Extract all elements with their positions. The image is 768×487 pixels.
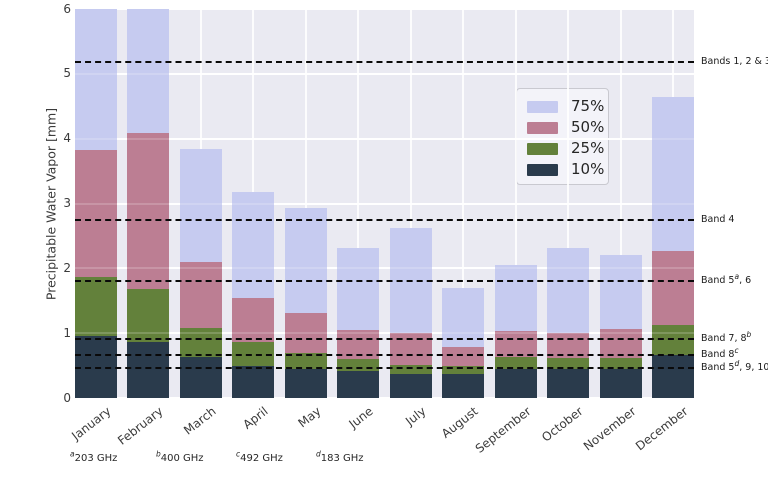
band-line-band-5-d-9-10 xyxy=(75,366,694,369)
plot-area xyxy=(75,9,694,398)
grid-line-h-over-2 xyxy=(75,267,694,270)
legend-row-10: 10% xyxy=(527,161,604,178)
x-tick-label-june: June xyxy=(346,404,376,432)
bar-october-10 xyxy=(547,369,590,398)
legend-swatch-50 xyxy=(527,121,558,134)
bar-march-10 xyxy=(179,357,222,398)
bar-december-10 xyxy=(652,354,694,398)
footnote-a: a203 GHz xyxy=(70,449,118,464)
x-tick-label-august: August xyxy=(439,404,481,441)
band-line-label-band-4: Band 4 xyxy=(701,213,735,225)
legend-label-75: 75% xyxy=(571,97,605,115)
band-line-band-7-8-b xyxy=(75,338,694,340)
x-tick-label-july: July xyxy=(402,404,429,429)
grid-line-h-5 xyxy=(75,72,694,75)
bar-august-10 xyxy=(442,374,485,398)
x-tick-label-february: February xyxy=(115,404,167,448)
band-line-band-4 xyxy=(75,218,694,221)
grid-line-h-2 xyxy=(75,267,694,270)
band-line-band-5-a-6 xyxy=(75,280,694,283)
y-tick-label-5: 5 xyxy=(63,66,71,81)
legend-row-25: 25% xyxy=(527,140,604,157)
x-tick-label-may: May xyxy=(295,404,324,431)
bar-november-10 xyxy=(599,368,642,398)
grid-line-h-3 xyxy=(75,202,694,205)
grid-line-h-1 xyxy=(75,332,694,335)
band-line-label-band-8-c: Band 8c xyxy=(701,346,739,361)
x-tick-label-september: September xyxy=(472,404,534,456)
grid-line-h-over-5 xyxy=(75,72,694,75)
y-tick-label-6: 6 xyxy=(63,1,71,16)
grid-line-h-over-1 xyxy=(75,332,694,335)
x-tick-label-december: December xyxy=(632,404,691,454)
footnote-c: c492 GHz xyxy=(236,449,283,464)
bar-may-10 xyxy=(284,368,327,398)
bar-june-10 xyxy=(337,371,380,398)
legend-row-50: 50% xyxy=(527,119,604,136)
bar-july-10 xyxy=(389,374,432,398)
bar-september-10 xyxy=(494,368,537,398)
legend-swatch-75 xyxy=(527,100,558,113)
band-line-label-band-5-a-6: Band 5a, 6 xyxy=(701,272,752,287)
x-tick-label-october: October xyxy=(539,404,586,445)
band-line-label-bands-1-2-3: Bands 1, 2 & 3 xyxy=(701,55,768,67)
legend-swatch-10 xyxy=(527,163,558,176)
y-tick-label-3: 3 xyxy=(63,196,71,210)
y-tick-label-0: 0 xyxy=(63,390,71,405)
grid-line-h-4 xyxy=(75,137,694,140)
band-line-label-band-5-d-9-10: Band 5d, 9, 10 xyxy=(701,358,768,373)
x-tick-label-november: November xyxy=(580,404,639,454)
legend-label-10: 10% xyxy=(571,160,605,178)
footnote-d: d183 GHz xyxy=(316,449,364,464)
band-line-bands-1-2-3 xyxy=(75,60,694,63)
grid-line-h-6 xyxy=(75,9,694,10)
x-tick-label-march: March xyxy=(181,404,219,438)
legend: 75% 50% 25% 10% xyxy=(516,88,609,185)
y-tick-label-4: 4 xyxy=(63,131,71,146)
x-tick-label-january: January xyxy=(69,404,114,444)
x-tick-label-april: April xyxy=(240,404,271,432)
legend-swatch-25 xyxy=(527,142,558,155)
footnote-b: b400 GHz xyxy=(156,449,204,464)
grid-line-h-over-4 xyxy=(75,137,694,140)
bar-february-10 xyxy=(127,342,170,398)
grid-line-h-over-3 xyxy=(75,202,694,205)
y-tick-label-2: 2 xyxy=(63,260,71,275)
y-tick-label-1: 1 xyxy=(63,325,71,340)
bar-april-10 xyxy=(232,365,275,398)
band-line-label-band-7-8-b: Band 7, 8b xyxy=(701,329,752,344)
legend-label-25: 25% xyxy=(571,139,605,157)
band-line-band-8-c xyxy=(75,354,694,357)
grid-line-h-0 xyxy=(75,397,694,398)
legend-row-75: 75% xyxy=(527,98,604,115)
legend-label-50: 50% xyxy=(571,118,605,136)
